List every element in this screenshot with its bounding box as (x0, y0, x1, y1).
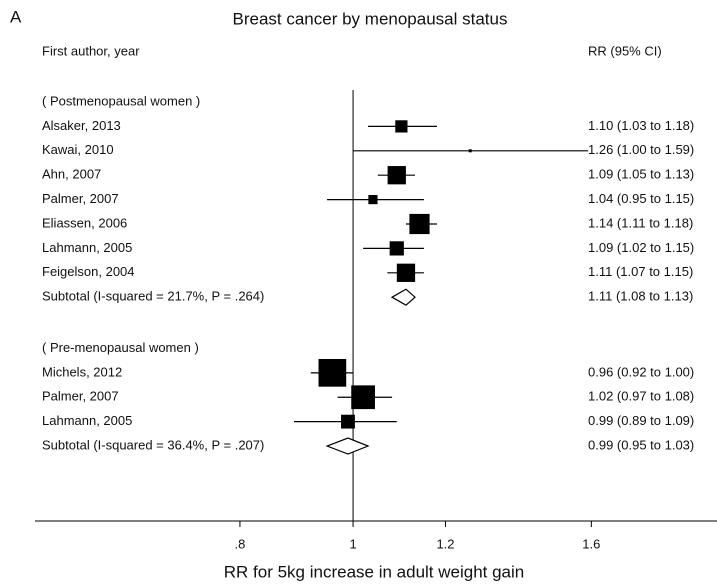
ci-label: 1.10 (1.03 to 1.18) (588, 118, 694, 133)
point-estimate (351, 385, 375, 410)
x-tick-label: 1.6 (582, 536, 600, 551)
ci-label: 1.04 (0.95 to 1.15) (588, 191, 694, 206)
chart-title: Breast cancer by menopausal status (233, 9, 508, 28)
subtotal-label: Subtotal (I-squared = 21.7%, P = .264) (42, 289, 264, 304)
study-name: Lahmann, 2005 (42, 240, 132, 255)
ci-label: 0.99 (0.95 to 1.03) (588, 437, 694, 452)
point-estimate (468, 149, 472, 153)
x-tick-label: .8 (235, 536, 246, 551)
subtotal-label: Subtotal (I-squared = 36.4%, P = .207) (42, 437, 264, 452)
study-name: Palmer, 2007 (42, 389, 119, 404)
group-label: ( Pre-menopausal women ) (42, 340, 199, 355)
group-label: ( Postmenopausal women ) (42, 93, 200, 108)
x-axis-title: RR for 5kg increase in adult weight gain (224, 562, 525, 581)
ci-label: 0.99 (0.89 to 1.09) (588, 413, 694, 428)
ci-label: 1.02 (0.97 to 1.08) (588, 389, 694, 404)
study-name: Ahn, 2007 (42, 167, 101, 182)
study-name: Palmer, 2007 (42, 191, 119, 206)
point-estimate (318, 358, 347, 387)
study-name: Eliassen, 2006 (42, 215, 127, 230)
ci-label: 1.11 (1.08 to 1.13) (588, 289, 693, 304)
study-name: Lahmann, 2005 (42, 413, 132, 428)
column-header: RR (95% CI) (588, 43, 662, 58)
ci-label: 1.14 (1.11 to 1.18) (588, 215, 693, 230)
ci-label: 1.26 (1.00 to 1.59) (588, 142, 694, 157)
point-estimate (387, 166, 406, 185)
point-estimate (368, 195, 378, 205)
ci-label: 1.11 (1.07 to 1.15) (588, 264, 693, 279)
study-name: Kawai, 2010 (42, 142, 114, 157)
ci-label: 1.09 (1.05 to 1.13) (588, 167, 694, 182)
x-tick-label: 1 (349, 536, 356, 551)
ci-label: 1.09 (1.02 to 1.15) (588, 240, 694, 255)
study-name: Michels, 2012 (42, 364, 122, 379)
study-name: Alsaker, 2013 (42, 118, 121, 133)
x-tick-label: 1.2 (436, 536, 454, 551)
panel-label: A (10, 7, 22, 26)
column-header: First author, year (42, 43, 140, 58)
study-name: Feigelson, 2004 (42, 264, 135, 279)
point-estimate (396, 263, 416, 282)
point-estimate (389, 241, 404, 256)
pooled-diamond (325, 437, 370, 455)
point-estimate (395, 120, 408, 133)
point-estimate (409, 213, 430, 235)
point-estimate (341, 414, 355, 429)
ci-label: 0.96 (0.92 to 1.00) (588, 364, 694, 379)
pooled-diamond (390, 288, 416, 306)
